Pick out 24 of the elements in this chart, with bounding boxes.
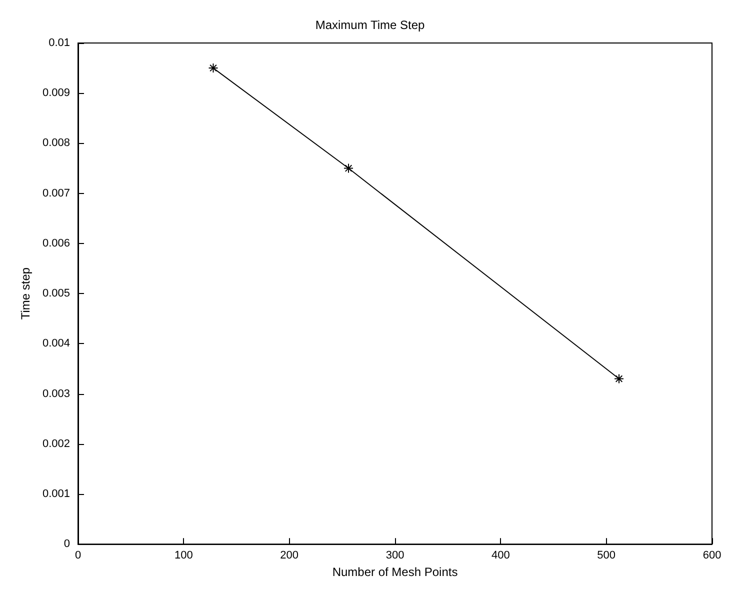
point xyxy=(344,163,354,174)
y-tick-label: 0.002 xyxy=(42,438,70,450)
x-axis-title: Number of Mesh Points xyxy=(332,565,458,579)
x-tick-label: 600 xyxy=(702,550,722,562)
x-tick-label: 0 xyxy=(74,550,82,562)
y-tick-label: 0.005 xyxy=(42,288,70,300)
chart-title: Maximum Time Step xyxy=(315,18,426,32)
y-tick-label: 0.006 xyxy=(42,237,70,250)
y-tick-label: 0.001 xyxy=(42,488,70,500)
point xyxy=(614,374,624,384)
x-tick-label: 100 xyxy=(174,550,193,562)
x-tick-label: 500 xyxy=(597,550,616,562)
y-tick-label: 0.003 xyxy=(42,388,70,400)
y-tick-label: 0.004 xyxy=(42,338,70,350)
x-tick-label: 200 xyxy=(280,550,299,562)
y-tick-label: 0.008 xyxy=(42,137,70,150)
point xyxy=(208,63,218,74)
y-tick-label: 0 xyxy=(64,538,70,550)
y-tick-label: 0.01 xyxy=(48,37,70,49)
y-tick-label: 0.007 xyxy=(42,187,70,200)
y-tick-label: 0.009 xyxy=(42,87,70,100)
x-tick-label: 400 xyxy=(491,550,510,562)
x-tick-label: 300 xyxy=(386,550,404,562)
y-axis-title: Time step xyxy=(18,267,33,320)
